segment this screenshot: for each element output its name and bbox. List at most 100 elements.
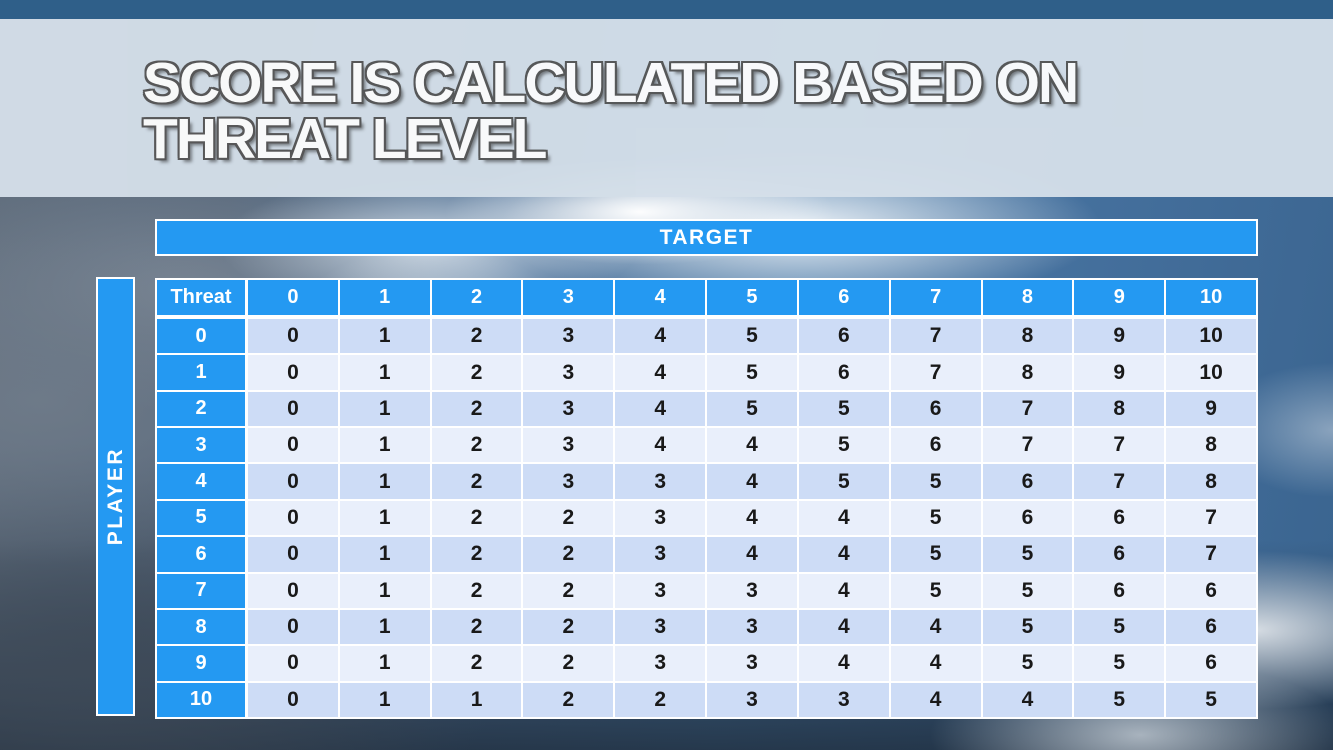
col-header-cell: 8 (982, 280, 1073, 317)
score-cell: 2 (431, 464, 522, 499)
score-cell: 2 (431, 646, 522, 681)
score-cell: 5 (1074, 646, 1165, 681)
score-cell: 5 (982, 537, 1073, 572)
col-header-cell: 2 (431, 280, 522, 317)
score-cell: 9 (1074, 355, 1165, 390)
score-cell: 1 (339, 464, 430, 499)
score-cell: 1 (339, 573, 430, 608)
score-cell: 1 (339, 319, 430, 354)
score-cell: 5 (890, 464, 981, 499)
score-cell: 7 (1166, 537, 1256, 572)
score-cell: 7 (1074, 464, 1165, 499)
score-cell: 3 (615, 537, 706, 572)
score-cell: 1 (339, 355, 430, 390)
score-cell: 0 (248, 319, 338, 354)
score-cell: 4 (798, 537, 889, 572)
score-cell: 1 (339, 646, 430, 681)
slide-title-line2: THREAT LEVEL (143, 107, 547, 171)
score-cell: 4 (890, 646, 981, 681)
row-header-cell: 0 (157, 319, 246, 354)
col-header-cell: 10 (1166, 280, 1256, 317)
score-cell: 6 (1166, 573, 1256, 608)
row-header-cell: 2 (157, 391, 246, 427)
score-cell: 3 (615, 609, 706, 645)
score-cell: 5 (890, 500, 981, 536)
col-header-cell: 0 (248, 280, 338, 317)
score-cell: 4 (707, 428, 797, 463)
score-cell: 4 (615, 428, 706, 463)
score-cell: 3 (615, 646, 706, 681)
score-cell: 10 (1166, 355, 1256, 390)
score-cell: 4 (982, 682, 1073, 717)
score-cell: 4 (615, 319, 706, 354)
score-cell: 6 (982, 500, 1073, 536)
score-cell: 0 (248, 391, 338, 427)
score-cell: 6 (798, 355, 889, 390)
row-header-cell: 4 (157, 464, 246, 499)
score-cell: 7 (890, 355, 981, 390)
score-cell: 6 (1074, 573, 1165, 608)
score-cell: 6 (982, 464, 1073, 499)
score-cell: 4 (707, 537, 797, 572)
score-cell: 6 (1074, 500, 1165, 536)
score-cell: 7 (1074, 428, 1165, 463)
score-cell: 2 (523, 682, 614, 717)
score-cell: 9 (1166, 391, 1256, 427)
score-cell: 6 (890, 391, 981, 427)
col-header-cell: 7 (890, 280, 981, 317)
score-cell: 3 (615, 464, 706, 499)
score-cell: 5 (890, 573, 981, 608)
score-cell: 3 (523, 464, 614, 499)
row-header-cell: 1 (157, 355, 246, 390)
score-cell: 1 (339, 391, 430, 427)
score-cell: 2 (431, 319, 522, 354)
score-cell: 7 (982, 391, 1073, 427)
score-cell: 4 (707, 500, 797, 536)
score-cell: 0 (248, 464, 338, 499)
score-cell: 2 (431, 537, 522, 572)
score-cell: 2 (431, 428, 522, 463)
row-header-cell: 9 (157, 646, 246, 681)
col-header-cell: 4 (615, 280, 706, 317)
score-cell: 0 (248, 355, 338, 390)
score-cell: 1 (339, 537, 430, 572)
score-cell: 4 (707, 464, 797, 499)
score-cell: 4 (890, 609, 981, 645)
score-cell: 3 (707, 609, 797, 645)
score-matrix-table: Threat 0 1 2 3 4 5 6 7 8 9 10 0 0 1 2 3 4 5 6 7 8 9 10 1 0 1 2 3 4 5 6 7… (155, 278, 1258, 719)
top-accent-strip (0, 0, 1333, 19)
score-cell: 0 (248, 500, 338, 536)
target-label: TARGET (659, 225, 754, 249)
score-cell: 5 (707, 355, 797, 390)
title-banner: SCORE IS CALCULATED BASED ON THREAT LEVE… (0, 19, 1333, 197)
score-cell: 5 (1074, 682, 1165, 717)
score-cell: 5 (982, 646, 1073, 681)
score-cell: 3 (523, 391, 614, 427)
score-cell: 5 (798, 464, 889, 499)
score-cell: 7 (890, 319, 981, 354)
col-header-cell: 1 (339, 280, 430, 317)
score-cell: 2 (431, 500, 522, 536)
score-cell: 0 (248, 682, 338, 717)
score-cell: 3 (707, 573, 797, 608)
score-cell: 2 (615, 682, 706, 717)
score-cell: 3 (798, 682, 889, 717)
score-cell: 1 (339, 500, 430, 536)
score-cell: 3 (615, 500, 706, 536)
score-cell: 1 (339, 609, 430, 645)
score-cell: 2 (431, 573, 522, 608)
score-cell: 8 (982, 355, 1073, 390)
score-cell: 0 (248, 609, 338, 645)
score-cell: 6 (1166, 609, 1256, 645)
row-header-cell: 3 (157, 428, 246, 463)
col-header-cell: 6 (798, 280, 889, 317)
col-header-cell: 3 (523, 280, 614, 317)
score-cell: 6 (1074, 537, 1165, 572)
score-cell: 2 (431, 391, 522, 427)
score-cell: 6 (1166, 646, 1256, 681)
score-cell: 2 (523, 573, 614, 608)
score-cell: 0 (248, 537, 338, 572)
row-header-cell: 6 (157, 537, 246, 572)
score-cell: 5 (982, 573, 1073, 608)
